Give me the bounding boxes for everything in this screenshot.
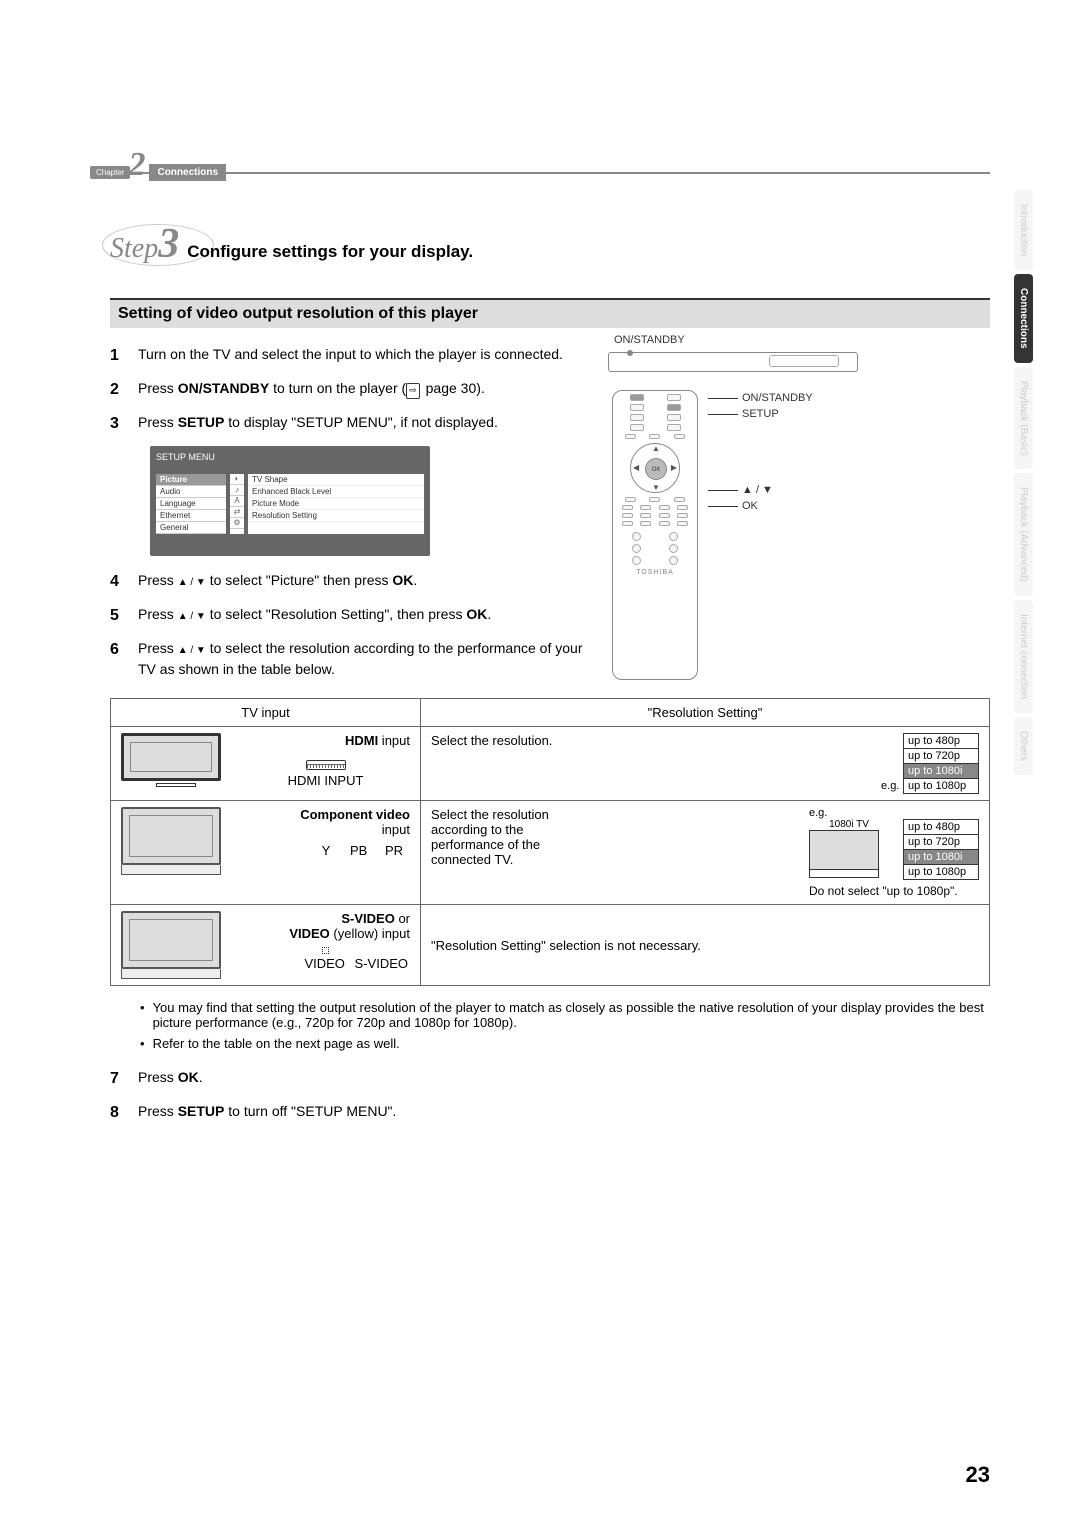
flat-tv-icon — [121, 733, 231, 787]
table-row-svideo: S-VIDEO or VIDEO (yellow) input VIDEO S-… — [111, 905, 990, 986]
brand-label: TOSHIBA — [613, 569, 697, 576]
callout-setup: SETUP — [708, 408, 779, 420]
th-tv-input: TV input — [111, 699, 421, 727]
notes: •You may find that setting the output re… — [140, 1000, 990, 1051]
menu-item-picture: Picture — [156, 474, 226, 486]
callout-arrows: ▲ / ▼ — [708, 484, 773, 496]
jack-svideo-icon — [241, 947, 410, 954]
page-number: 23 — [966, 1462, 990, 1488]
setup-menu-figure: SETUP MENU Picture Audio Language Ethern… — [150, 446, 430, 556]
menu-item-general: General — [156, 522, 226, 534]
device-figure: ON/STANDBY ▲▼◀▶ OK — [608, 352, 858, 680]
callout-ok: OK — [708, 500, 758, 512]
setup-menu-title: SETUP MENU — [156, 452, 424, 462]
step-5: 5 Press ▲ / ▼ to select "Resolution Sett… — [110, 604, 590, 628]
callout-on-standby: ON/STANDBY — [708, 392, 813, 404]
menu-item-audio: Audio — [156, 486, 226, 498]
step-heading: Step3 Configure settings for your displa… — [110, 220, 990, 268]
step-word: Step — [110, 233, 158, 264]
dpad-icon: ▲▼◀▶ OK — [630, 443, 680, 493]
step-1: 1 Turn on the TV and select the input to… — [110, 344, 590, 368]
option-list-hdmi: up to 480p up to 720p up to 1080i up to … — [903, 733, 979, 794]
table-row-hdmi: HDMI input HDMI INPUT Select the resolut… — [111, 727, 990, 801]
hdmi-port-icon — [306, 760, 346, 770]
player-front-icon — [608, 352, 858, 372]
step-badge: Step3 — [110, 220, 179, 268]
resolution-table: TV input "Resolution Setting" HDMI input… — [110, 698, 990, 986]
page-ref-icon: ⇨ — [406, 383, 420, 399]
step-8: 8 Press SETUP to turn off "SETUP MENU". — [110, 1101, 990, 1125]
menu-item-ethernet: Ethernet — [156, 510, 226, 522]
crt-tv-icon-2 — [121, 911, 231, 979]
step-num: 3 — [158, 221, 179, 267]
crt-tv-icon — [121, 807, 231, 875]
section-heading: Setting of video output resolution of th… — [110, 298, 990, 328]
step-2: 2 Press ON/STANDBY to turn on the player… — [110, 378, 590, 402]
label-on-standby-player: ON/STANDBY — [614, 334, 685, 346]
step-6: 6 Press ▲ / ▼ to select the resolution a… — [110, 638, 590, 680]
remote-icon: ▲▼◀▶ OK TOSHIBA — [612, 390, 698, 680]
step-4: 4 Press ▲ / ▼ to select "Picture" then p… — [110, 570, 590, 594]
ok-button-icon: OK — [645, 458, 667, 480]
table-row-component: Component video input Y PB PR — [111, 801, 990, 905]
option-list-component: up to 480p up to 720p up to 1080i up to … — [903, 819, 979, 880]
mini-crt-icon: 1080i TV — [809, 819, 889, 878]
step-title: Configure settings for your display. — [187, 242, 473, 262]
th-resolution: "Resolution Setting" — [421, 699, 990, 727]
menu-item-language: Language — [156, 498, 226, 510]
step-3: 3 Press SETUP to display "SETUP MENU", i… — [110, 412, 590, 436]
step-7: 7 Press OK. — [110, 1067, 990, 1091]
